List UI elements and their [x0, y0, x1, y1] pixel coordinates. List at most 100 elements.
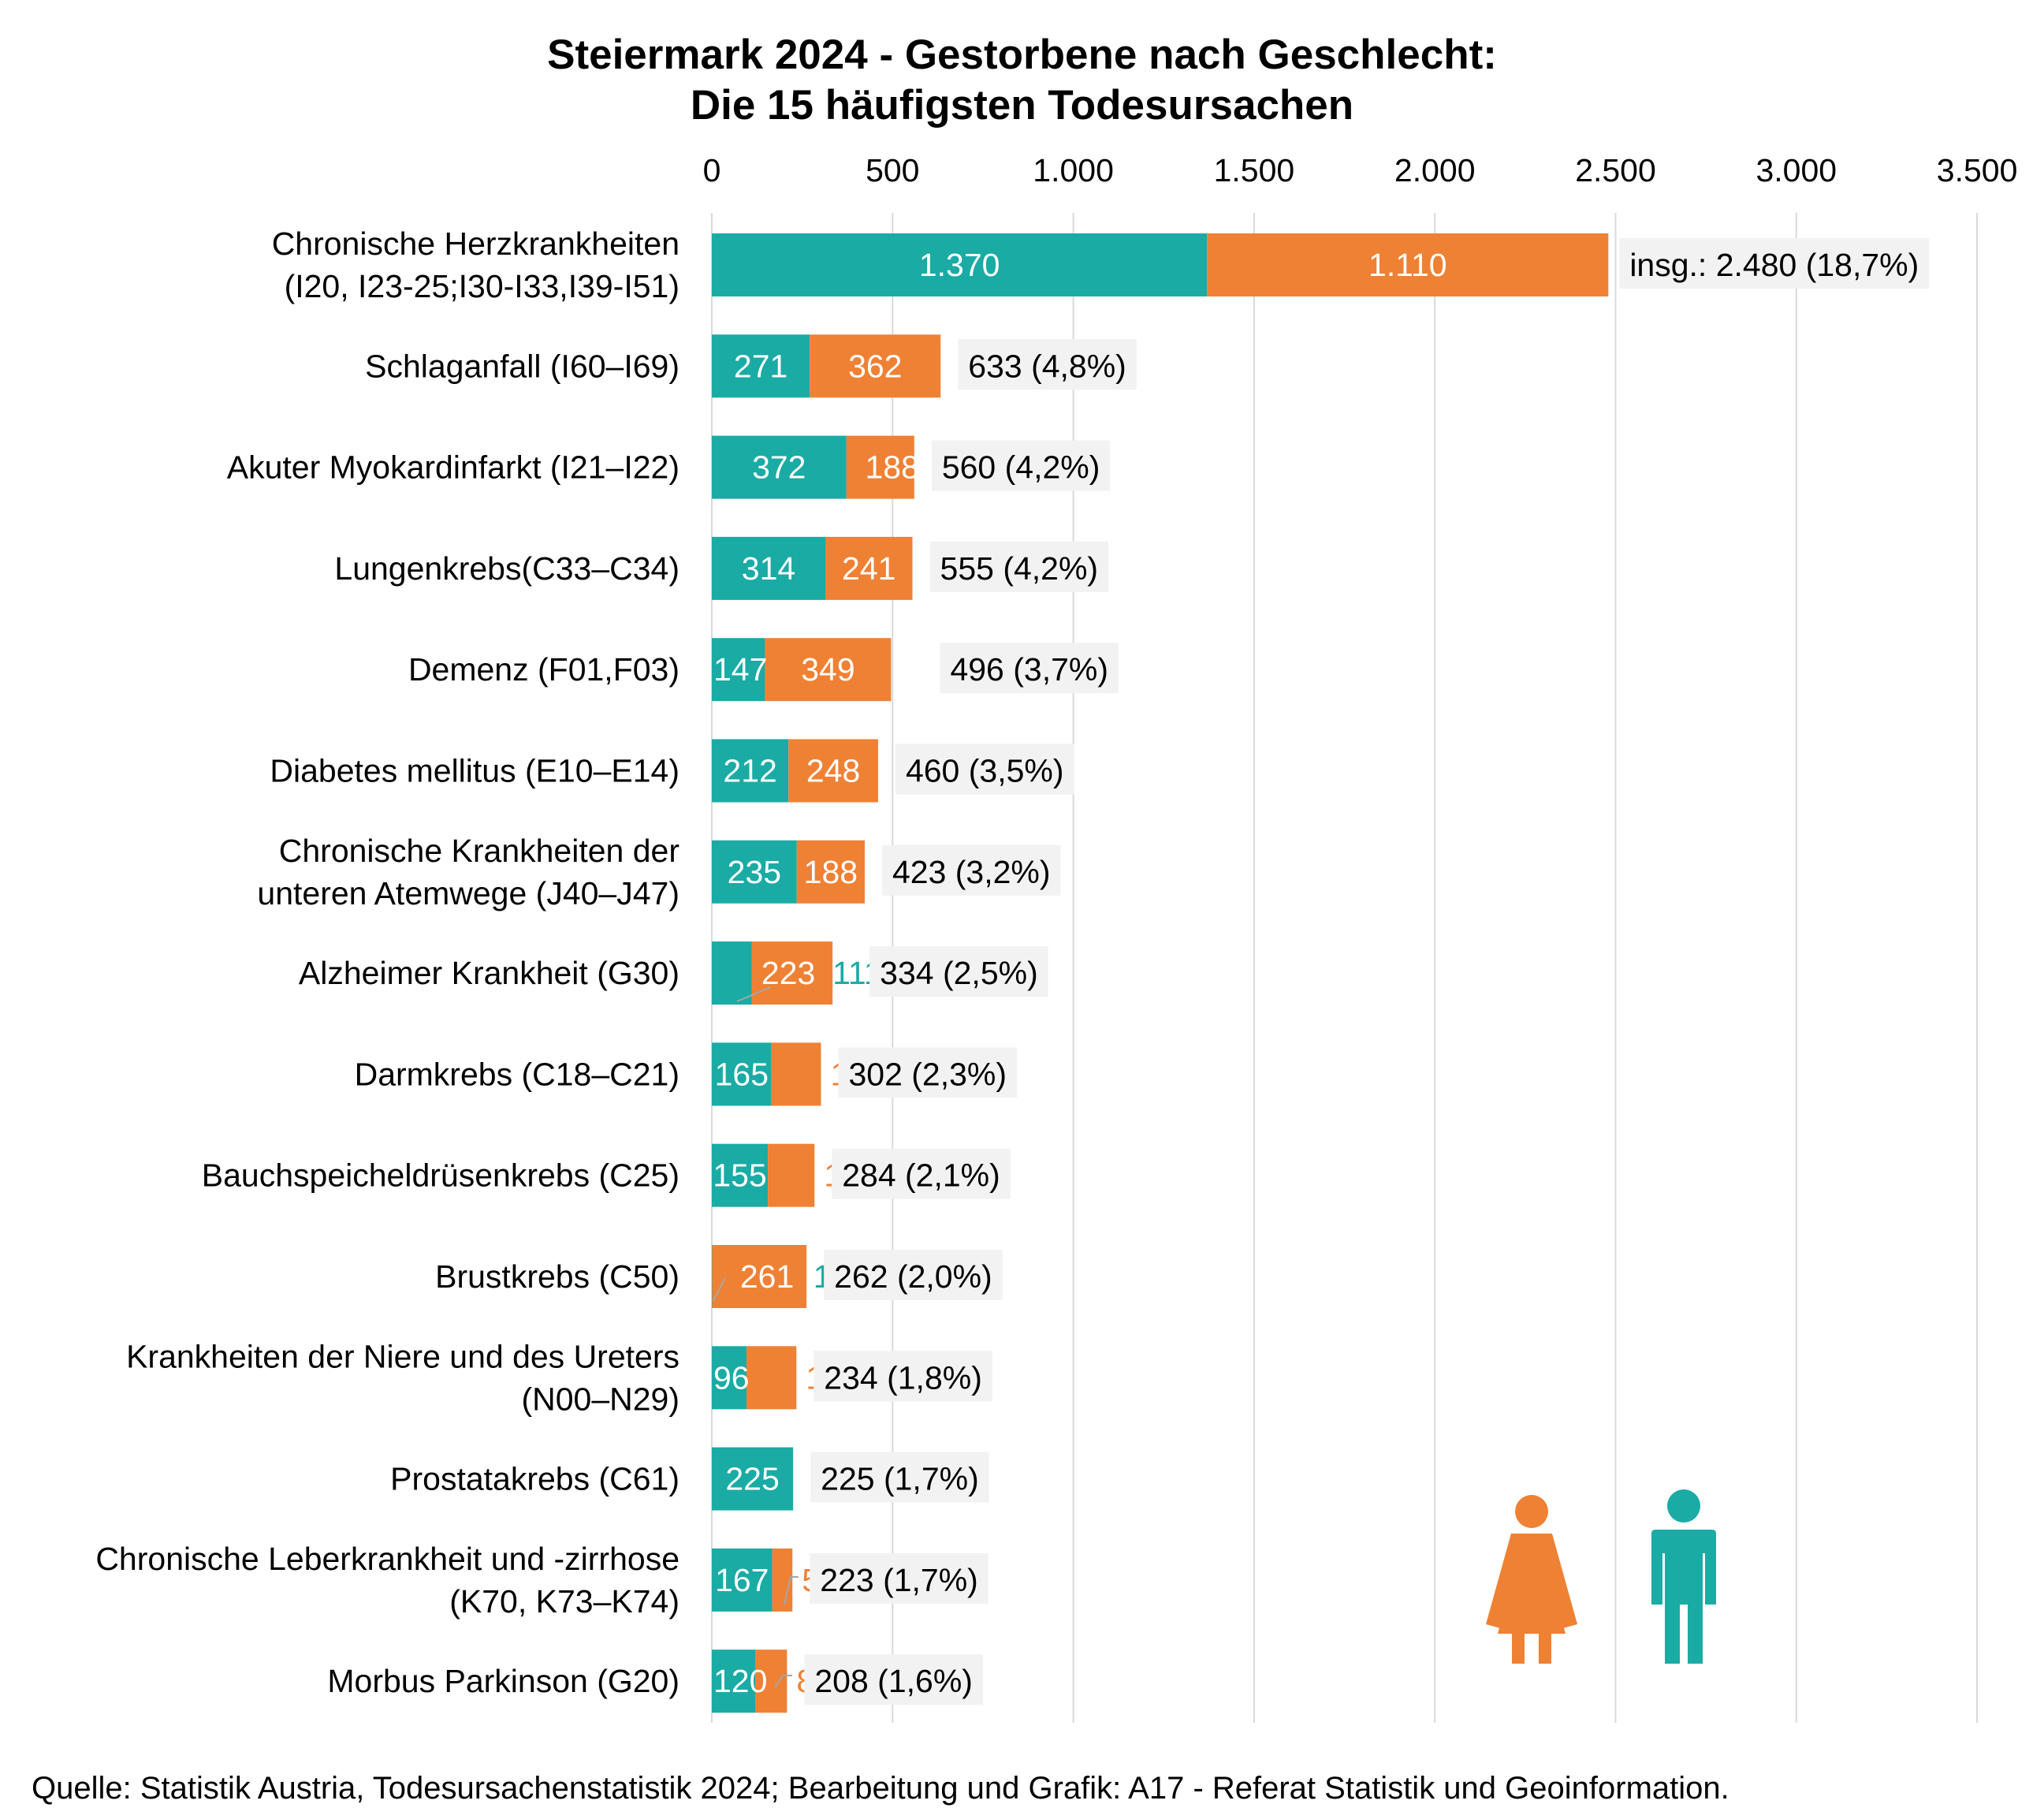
total-label-box — [838, 1047, 1018, 1098]
category-label: unteren Atemwege (J40–J47) — [257, 875, 679, 911]
category-label: Morbus Parkinson (G20) — [327, 1663, 679, 1699]
x-tick-label: 2.000 — [1394, 152, 1476, 188]
total-label: 302 (2,3%) — [848, 1056, 1007, 1092]
category-label: Brustkrebs (C50) — [435, 1258, 679, 1295]
total-label-box — [895, 744, 1074, 795]
value-label-female: 188 — [865, 449, 918, 486]
total-label-box — [940, 643, 1119, 694]
value-label-male: 155 — [713, 1157, 766, 1194]
total-label: 633 (4,8%) — [968, 348, 1126, 384]
x-tick-label: 1.000 — [1033, 152, 1114, 188]
chart-title-line-1: Steiermark 2024 - Gestorbene nach Geschl… — [547, 32, 1497, 78]
category-label: (N00–N29) — [521, 1381, 679, 1417]
value-label-female: 261 — [740, 1258, 794, 1295]
value-label-female: 248 — [806, 753, 860, 789]
value-label-male: 120 — [713, 1663, 767, 1699]
value-labels: 1.370 1.110 271 362 372 188 314 241 147 349 212 248… — [713, 247, 1447, 1699]
x-tick-label: 3.000 — [1755, 152, 1837, 188]
x-tick-label: 1.500 — [1214, 152, 1295, 188]
female-person-icon — [1486, 1495, 1577, 1664]
x-tick-label: 0 — [703, 152, 721, 188]
bar-female — [788, 739, 878, 803]
x-tick-label: 500 — [866, 152, 919, 188]
total-label: 555 (4,2%) — [940, 550, 1099, 587]
category-label: Demenz (F01,F03) — [408, 651, 679, 688]
total-label: insg.: 2.480 (18,7%) — [1629, 247, 1919, 283]
bar-female — [1207, 233, 1609, 296]
leader-line — [713, 1277, 726, 1302]
bar-female — [746, 1346, 797, 1410]
value-label-female: 349 — [801, 651, 854, 688]
category-label: Chronische Krankheiten der — [279, 833, 679, 869]
total-label: 262 (2,0%) — [834, 1258, 992, 1295]
category-label: Akuter Myokardinfarkt (I21–I22) — [227, 449, 679, 486]
bar-male — [712, 840, 797, 904]
bar-female — [768, 1143, 815, 1207]
bar-female — [810, 334, 941, 398]
category-label: Bauchspeicheldrüsenkrebs (C25) — [202, 1157, 679, 1194]
total-label-box — [824, 1250, 1003, 1300]
value-label-male: 1.370 — [919, 247, 1000, 283]
total-label: 560 (4,2%) — [942, 449, 1100, 486]
value-label-female: 223 — [761, 955, 815, 991]
category-label: Lungenkrebs(C33–C34) — [334, 550, 679, 587]
total-label: 334 (2,5%) — [880, 955, 1038, 991]
bar-male — [712, 1548, 773, 1612]
x-axis-ticks: 0 500 1.000 1.500 2.000 2.500 3.000 3.500 — [703, 152, 2018, 188]
value-label-female: 241 — [842, 550, 895, 587]
total-label: 423 (3,2%) — [892, 854, 1051, 890]
bar-male — [712, 233, 1208, 296]
bar-male — [712, 638, 765, 702]
bar-male — [712, 1143, 769, 1207]
grid-lines — [711, 213, 1979, 1723]
total-label: 225 (1,7%) — [821, 1461, 979, 1497]
category-label: Chronische Leberkrankheit und -zirrhose — [95, 1541, 679, 1577]
bar-male — [712, 1346, 747, 1410]
bar-male — [712, 739, 789, 803]
total-label-box — [881, 844, 1061, 896]
bar-female — [751, 941, 833, 1005]
category-label: Chronische Herzkrankheiten — [272, 226, 679, 262]
value-label-male: 212 — [723, 753, 776, 789]
leader-line — [736, 986, 772, 1002]
category-label: Krankheiten der Niere und des Ureters — [126, 1338, 679, 1374]
value-label-male: 271 — [734, 348, 787, 384]
value-label-male: 165 — [715, 1056, 769, 1092]
bar-female — [846, 435, 914, 499]
total-label-box — [810, 1452, 989, 1503]
category-labels: Chronische Herzkrankheiten (I20, I23-25;I… — [95, 226, 679, 1699]
bar-female — [712, 1245, 807, 1308]
category-label: (I20, I23-25;I30-I33,I39-I51) — [285, 268, 679, 304]
value-label-male: 314 — [742, 550, 795, 587]
total-label: 208 (1,6%) — [814, 1663, 973, 1699]
bar-female — [771, 1042, 821, 1106]
value-label-female: 362 — [848, 348, 902, 384]
category-label: Prostatakrebs (C61) — [390, 1461, 679, 1497]
leader-line — [784, 1576, 799, 1605]
total-label-box — [832, 1148, 1011, 1199]
leader-line — [774, 1675, 792, 1688]
value-label-female: 188 — [804, 854, 858, 890]
bar-female — [772, 1548, 793, 1612]
bar-male — [712, 1649, 756, 1713]
total-label: 223 (1,7%) — [820, 1562, 978, 1598]
category-label: (K70, K73–K74) — [449, 1583, 679, 1620]
total-label-box — [931, 440, 1111, 491]
total-label-box — [869, 946, 1048, 997]
x-tick-label: 3.500 — [1937, 152, 2018, 188]
total-label-box — [1619, 238, 1930, 289]
bar-female — [796, 840, 865, 904]
chart-title-line-2: Die 15 häufigsten Todesursachen — [690, 82, 1354, 129]
bar-male — [712, 1042, 772, 1106]
bar-male — [712, 536, 826, 600]
category-label: Alzheimer Krankheit (G30) — [299, 955, 679, 991]
total-label-box — [804, 1654, 983, 1705]
chart-title: Steiermark 2024 - Gestorbene nach Geschl… — [0, 30, 2044, 131]
male-person-icon — [1651, 1489, 1716, 1664]
bar-male — [712, 1447, 794, 1511]
total-label: 234 (1,8%) — [824, 1359, 982, 1396]
bar-male — [712, 941, 752, 1005]
x-tick-label: 2.500 — [1575, 152, 1656, 188]
total-label: 496 (3,7%) — [950, 651, 1108, 688]
bar-female — [755, 1649, 787, 1713]
